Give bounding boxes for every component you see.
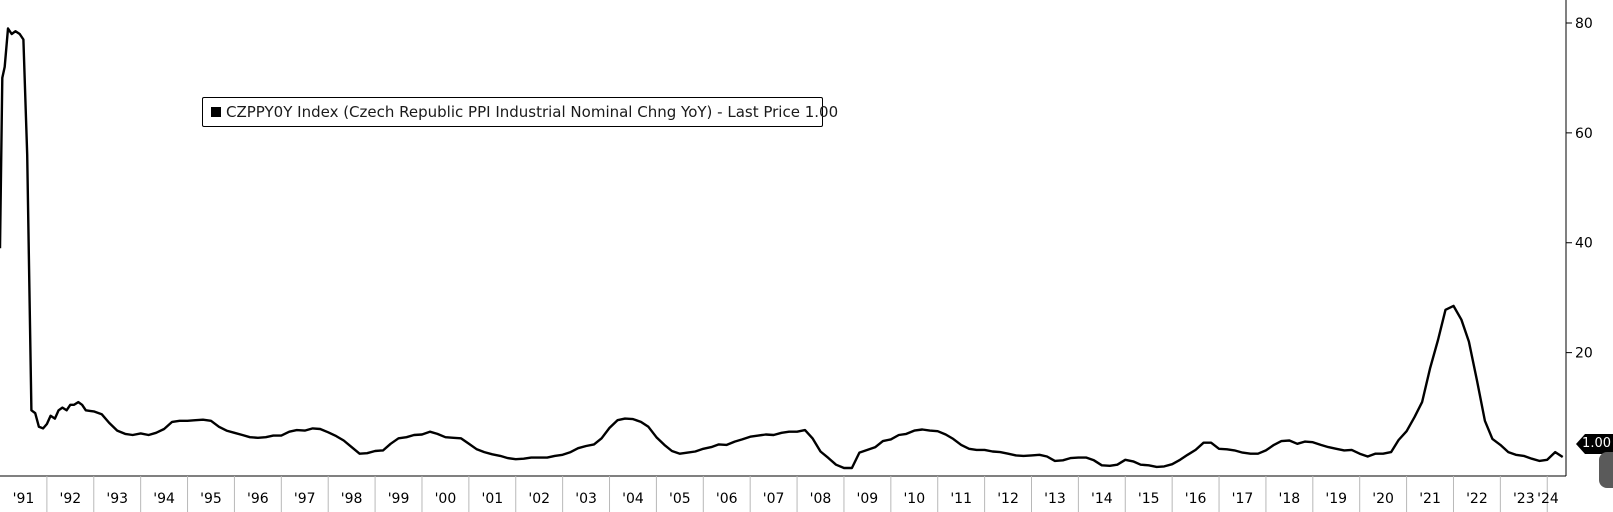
x-tick-label: '06 [716,491,738,507]
x-tick-label: '95 [200,491,222,507]
x-tick-label: '04 [622,491,644,507]
x-tick-label: '10 [903,491,925,507]
x-tick-label: '03 [575,491,597,507]
x-tick-label: '92 [59,491,81,507]
x-tick-label: '09 [857,491,879,507]
x-tick-label: '16 [1185,491,1207,507]
x-tick-label: '01 [481,491,503,507]
x-tick-label: '13 [1044,491,1066,507]
legend-swatch-icon [211,107,221,117]
x-tick-label: '98 [341,491,363,507]
x-tick-label: '07 [763,491,785,507]
y-tick-label: 40 [1575,236,1593,252]
x-tick-label: '19 [1325,491,1347,507]
x-tick-label: '97 [294,491,316,507]
x-tick-label: '20 [1372,491,1394,507]
x-tick-label: '08 [810,491,832,507]
y-tick-label: 60 [1575,126,1593,142]
x-tick-label: '99 [388,491,410,507]
chart-menu-handle-icon[interactable] [1599,452,1613,488]
x-tick-label: '00 [435,491,457,507]
x-tick-label: '12 [997,491,1019,507]
x-axis: '91 '92 '93 '94 '95 '96 '97 '98 '99 '00 '01 '02 '03 '… [0,475,1566,512]
x-tick-label: '96 [247,491,269,507]
x-tick-label: '05 [669,491,691,507]
x-tick-label: '22 [1466,491,1488,507]
last-price-tag: 1.00 [1576,434,1613,454]
x-tick-label: '02 [528,491,550,507]
series-line [0,27,1564,470]
y-tick-label: 20 [1575,346,1593,362]
x-tick-label: '15 [1138,491,1160,507]
x-tick-label: '24 [1537,491,1559,507]
x-tick-label: '93 [106,491,128,507]
x-tick-label: '23 [1513,491,1535,507]
legend: CZPPY0Y Index (Czech Republic PPI Indust… [202,97,838,127]
x-tick-label: '18 [1279,491,1301,507]
y-tick-label: 80 [1575,16,1593,32]
series-layer [0,27,1564,470]
x-tick-label: '94 [153,491,175,507]
x-tick-label: '14 [1091,491,1113,507]
x-tick-label: '21 [1419,491,1441,507]
y-axis: 20 40 60 80 [1565,0,1593,476]
legend-text: CZPPY0Y Index (Czech Republic PPI Indust… [226,103,839,121]
x-tick-label: '91 [13,491,35,507]
x-tick-label: '17 [1232,491,1254,507]
x-tick-label: '11 [950,491,972,507]
